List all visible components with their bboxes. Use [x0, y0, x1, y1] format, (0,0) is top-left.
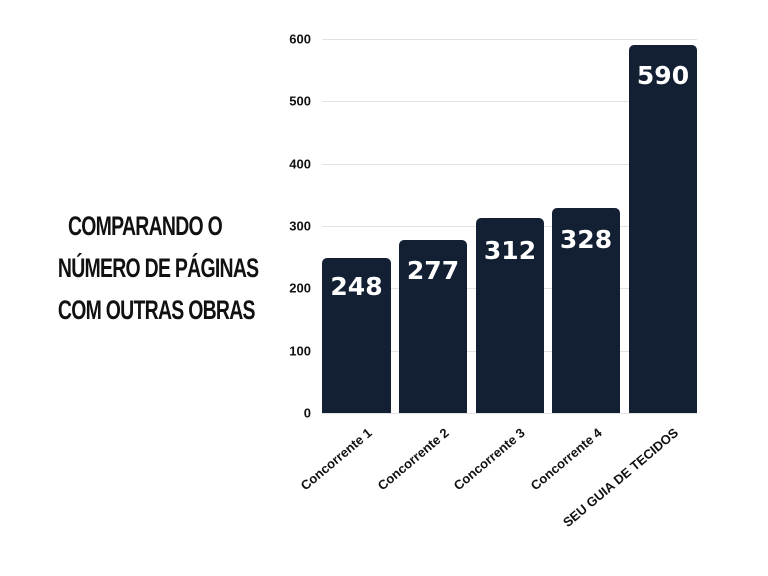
title-line-2: NÚMERO DE PÁGINAS — [57, 253, 259, 283]
bar-value-label: 248 — [330, 272, 383, 301]
y-tick-label: 300 — [289, 218, 311, 234]
y-tick-label: 600 — [289, 31, 311, 47]
gridline-400 — [322, 164, 697, 165]
y-tick-label: 400 — [289, 156, 311, 172]
bar-value-label: 328 — [559, 225, 613, 254]
gridline-0 — [322, 413, 697, 414]
bar-value-label: 312 — [483, 236, 537, 265]
bar-concorrente-1: 248 — [322, 258, 391, 413]
chart-title: COMPARANDO O NÚMERO DE PÁGINAS COM OUTRA… — [24, 205, 266, 331]
x-axis-label: Concorrente 2 — [374, 425, 452, 494]
x-axis-label: Concorrente 4 — [527, 425, 605, 494]
y-tick-label: 100 — [289, 343, 311, 359]
bar-value-label: 590 — [636, 61, 690, 90]
gridline-600 — [322, 39, 697, 40]
bar-concorrente-3: 312 — [476, 218, 544, 413]
title-line-3: COM OUTRAS OBRAS — [57, 295, 256, 325]
bar-concorrente-2: 277 — [399, 240, 467, 413]
bar-concorrente-4: 328 — [552, 208, 620, 413]
title-line-1: COMPARANDO O — [67, 211, 223, 241]
y-tick-label: 200 — [289, 280, 311, 296]
y-tick-label: 0 — [303, 405, 311, 421]
x-axis-label: Concorrente 3 — [450, 425, 528, 494]
gridline-500 — [322, 101, 697, 102]
bar-value-label: 277 — [406, 256, 460, 285]
bar-seu-guia-de-tecidos: 590 — [629, 45, 697, 413]
x-axis-label: Concorrente 1 — [297, 425, 375, 494]
y-tick-label: 500 — [289, 93, 311, 109]
